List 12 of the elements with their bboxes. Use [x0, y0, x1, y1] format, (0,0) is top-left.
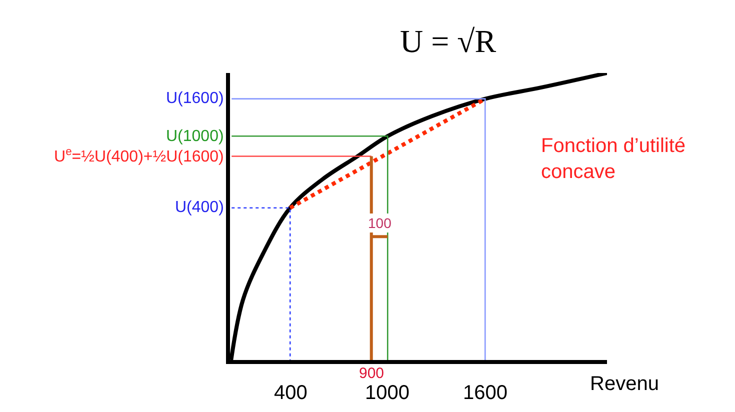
x-tick-label: 1600 [463, 382, 508, 404]
x-axis-title: Revenu [590, 373, 659, 395]
annotation: 900 [359, 365, 384, 382]
text: U(1000) [166, 128, 224, 145]
annotation: Fonction d’utilité concave [541, 135, 686, 183]
x-tick-label: 1000 [365, 382, 410, 404]
text: U = √R [400, 23, 497, 59]
text: U(1600) [166, 90, 224, 107]
text: U(400) [175, 199, 224, 216]
annotation: 100 [368, 215, 392, 231]
x-tick-label: 400 [274, 382, 308, 404]
text: U$^{e}$=½U(400)+½U(1600) [54, 146, 224, 166]
